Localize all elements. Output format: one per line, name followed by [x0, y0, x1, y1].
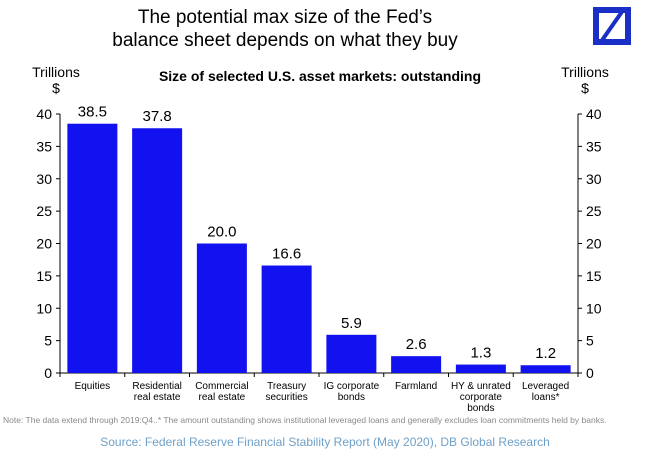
- data-label: 1.2: [535, 345, 556, 362]
- data-label: 37.8: [143, 108, 172, 125]
- category-label: HY & unrated corporate bonds: [451, 381, 511, 414]
- footnote: Note: The data extend through 2019:Q4..*…: [3, 415, 607, 425]
- bar: [261, 265, 312, 373]
- y-axis-left-label-line-2: $: [52, 80, 60, 96]
- category-label: Residential real estate: [132, 381, 181, 403]
- y-tick-label-right: 20: [586, 236, 602, 252]
- y-axis-left-label: Trillions $: [28, 64, 84, 96]
- y-axis-right-label-line-1: Trillions: [561, 64, 609, 80]
- y-axis-right-label-line-2: $: [581, 80, 589, 96]
- category-label: Leveraged loans*: [522, 381, 569, 403]
- data-label: 38.5: [78, 104, 107, 121]
- y-tick-label-right: 10: [586, 300, 602, 316]
- category-label: Commercial real estate: [195, 381, 248, 403]
- data-label: 1.3: [470, 345, 491, 362]
- bar: [196, 243, 247, 373]
- chart-subtitle: Size of selected U.S. asset markets: out…: [158, 68, 482, 84]
- y-tick-label-left: 5: [44, 333, 52, 349]
- category-label: Farmland: [395, 381, 437, 392]
- y-tick-label-left: 10: [36, 300, 52, 316]
- category-label: IG corporate bonds: [324, 381, 380, 403]
- deutsche-bank-logo-icon: [593, 7, 631, 45]
- chart-labels: 0 0 5 5 10 10 15 15 20 20 25 25 30 30 35 35 40 40 38.5 Equi…: [36, 104, 601, 414]
- y-tick-label-right: 15: [586, 268, 602, 284]
- y-tick-label-left: 25: [36, 203, 52, 219]
- chart-bars: [67, 123, 571, 374]
- y-tick-label-left: 20: [36, 236, 52, 252]
- y-axis-left-label-line-1: Trillions: [32, 64, 80, 80]
- y-tick-label-right: 5: [586, 333, 594, 349]
- y-tick-label-left: 0: [44, 365, 52, 381]
- bar: [326, 334, 377, 373]
- title-line-1: The potential max size of the Fed’s: [137, 7, 433, 28]
- y-tick-label-left: 30: [36, 171, 52, 187]
- title-line-2: balance sheet depends on what they buy: [112, 30, 458, 51]
- y-tick-label-right: 0: [586, 365, 594, 381]
- data-label: 5.9: [341, 315, 362, 332]
- y-tick-label-left: 40: [36, 106, 52, 122]
- category-label: Equities: [75, 381, 111, 392]
- category-label: Treasury securities: [266, 381, 308, 403]
- chart-title: The potential max size of the Fed’s bala…: [60, 6, 510, 52]
- y-tick-label-right: 30: [586, 171, 602, 187]
- y-tick-label-right: 35: [586, 138, 602, 154]
- data-label: 16.6: [272, 246, 301, 263]
- y-axis-right-label: Trillions $: [557, 64, 613, 96]
- y-tick-label-left: 15: [36, 268, 52, 284]
- y-tick-label-left: 35: [36, 138, 52, 154]
- bar: [391, 356, 442, 373]
- bar: [455, 364, 506, 373]
- source-line: Source: Federal Reserve Financial Stabil…: [100, 435, 550, 449]
- data-label: 20.0: [207, 224, 236, 241]
- y-tick-label-right: 25: [586, 203, 602, 219]
- y-tick-label-right: 40: [586, 106, 602, 122]
- bar: [132, 128, 183, 373]
- data-label: 2.6: [406, 336, 427, 353]
- bar: [520, 365, 571, 373]
- bar: [67, 123, 118, 374]
